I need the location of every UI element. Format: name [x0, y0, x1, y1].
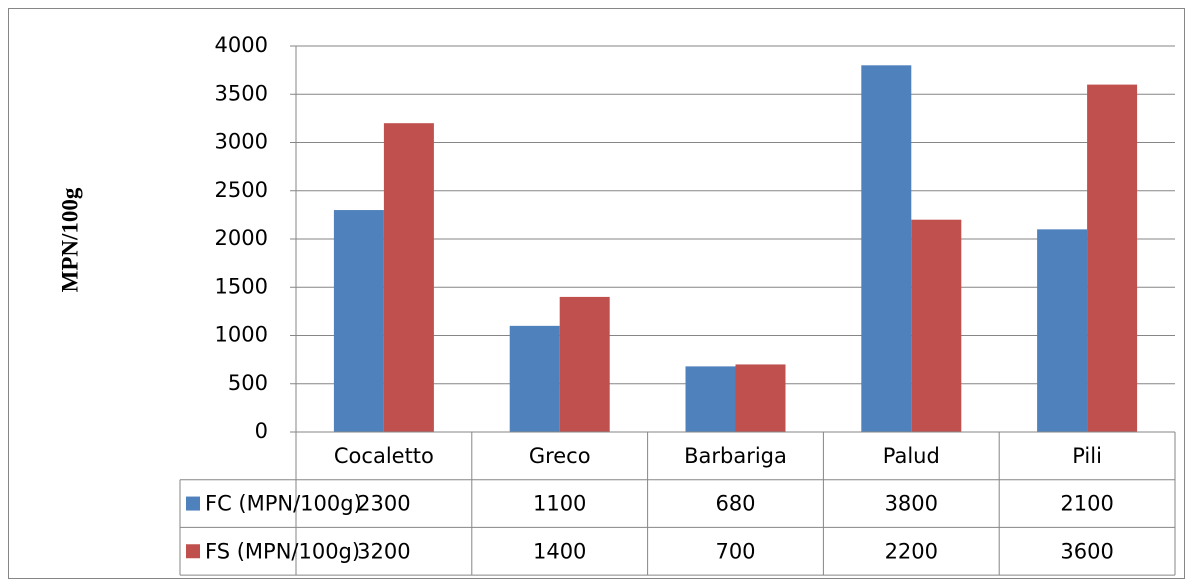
y-tick-label: 0 [255, 419, 268, 443]
y-tick-label: 2500 [215, 178, 268, 202]
x-tick-label: Greco [529, 444, 591, 468]
bar [1037, 229, 1088, 432]
y-tick-label: 2000 [215, 226, 268, 250]
bar [861, 65, 912, 433]
x-tick-label: Pili [1072, 444, 1102, 468]
table-value: 3200 [357, 539, 410, 563]
table-value: 3600 [1060, 539, 1113, 563]
legend-swatch [186, 496, 200, 511]
table-value: 2300 [357, 492, 410, 516]
table-value: 2100 [1060, 492, 1113, 516]
table-value: 2200 [885, 539, 938, 563]
legend-swatch [186, 544, 200, 559]
bar [911, 219, 962, 432]
y-tick-label: 3500 [215, 81, 268, 105]
y-tick-label: 3000 [215, 130, 268, 154]
table-value: 3800 [885, 492, 938, 516]
bar [333, 210, 384, 432]
bar [383, 123, 434, 432]
x-tick-label: Barbariga [684, 444, 787, 468]
legend-label: FC (MPN/100g) [205, 492, 362, 516]
y-tick-label: 4000 [215, 33, 268, 57]
y-tick-label: 1000 [215, 323, 268, 347]
y-tick-label: 500 [228, 371, 268, 395]
bar [685, 366, 736, 432]
table-value: 1100 [533, 492, 586, 516]
x-tick-label: Palud [883, 444, 940, 468]
chart-frame [8, 8, 1185, 579]
bar [735, 364, 786, 432]
y-tick-label: 1500 [215, 274, 268, 298]
bar [509, 325, 560, 432]
x-tick-label: Cocaletto [334, 444, 434, 468]
table-value: 1400 [533, 539, 586, 563]
y-axis-label: MPN/100g [57, 187, 82, 292]
bar [1087, 84, 1138, 432]
table-value: 680 [715, 492, 755, 516]
table-value: 700 [715, 539, 755, 563]
bar [559, 296, 610, 432]
legend-label: FS (MPN/100g) [205, 539, 360, 563]
